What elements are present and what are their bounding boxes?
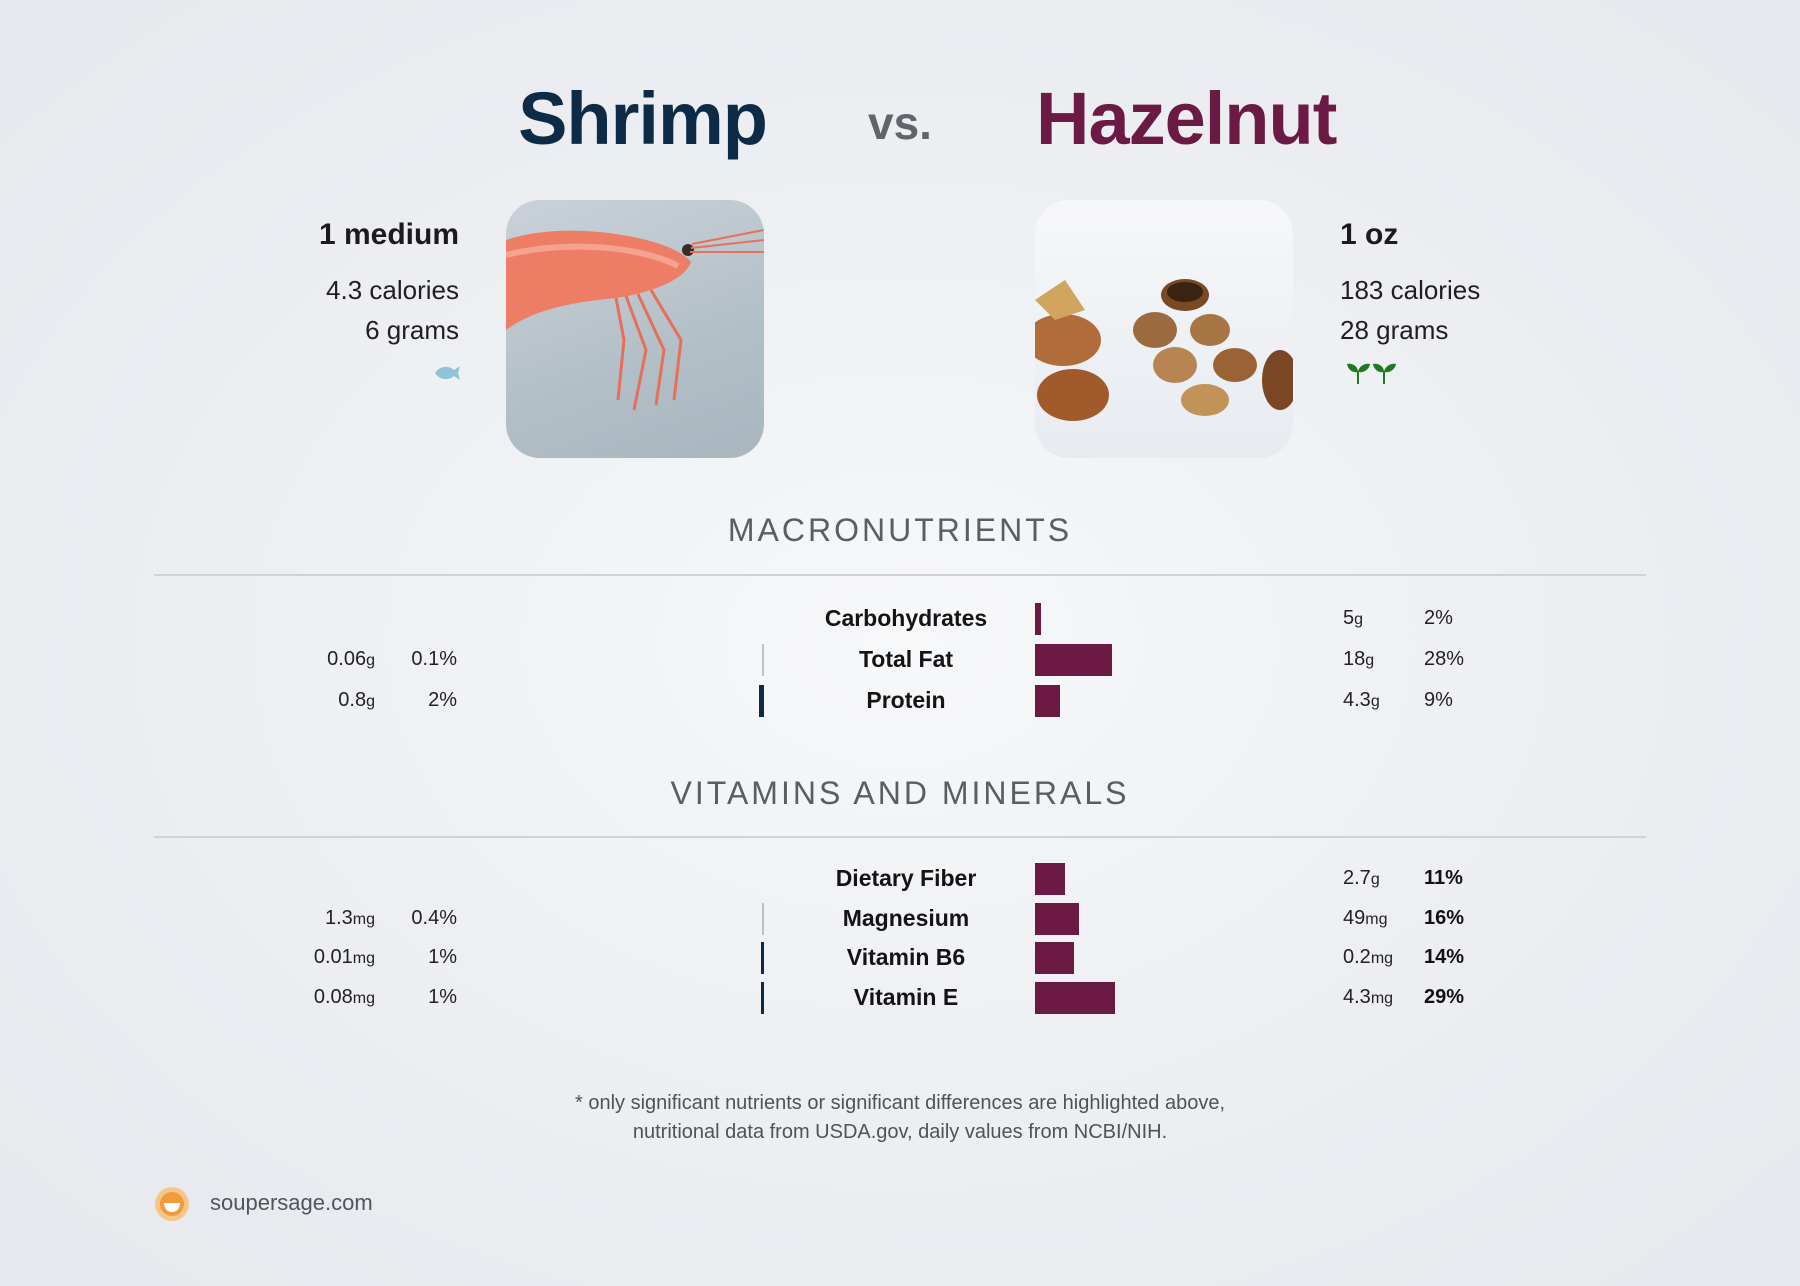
- left-amount-unit: mg: [352, 910, 375, 928]
- right-daily-value: 28%: [1424, 648, 1465, 670]
- right-calories: 183 calories: [1340, 275, 1481, 305]
- right-amount-value: 4.3: [1343, 689, 1371, 711]
- left-amount-value: 0.01: [313, 946, 353, 968]
- right-amount-value: 0.2: [1343, 946, 1371, 968]
- macronutrients-heading: MACRONUTRIENTS: [727, 512, 1073, 548]
- nutrient-label: Vitamin B6: [846, 944, 966, 970]
- right-amount-unit: mg: [1365, 910, 1388, 928]
- left-amount: 0.8g: [338, 689, 375, 712]
- vs-label: vs.: [868, 97, 932, 149]
- left-daily-value: 2%: [428, 689, 457, 711]
- left-amount-unit: g: [366, 693, 375, 710]
- right-amount: 5g: [1343, 607, 1363, 630]
- right-bar: [1035, 603, 1041, 635]
- right-bar: [1035, 942, 1074, 974]
- brand-link[interactable]: soupersage.com: [210, 1190, 373, 1215]
- left-amount: 0.06g: [327, 648, 375, 671]
- nutrient-label: Magnesium: [842, 904, 970, 931]
- right-daily-value: 11%: [1424, 867, 1463, 889]
- right-amount-unit: g: [1370, 693, 1380, 710]
- left-amount-value: 0.06: [327, 648, 367, 670]
- nutrient-label: Protein: [866, 687, 946, 713]
- right-bar: [1035, 685, 1060, 717]
- right-amount-unit: g: [1365, 652, 1375, 669]
- right-amount-unit: mg: [1370, 989, 1394, 1007]
- right-amount: 18g: [1343, 648, 1374, 671]
- right-grams: 28 grams: [1340, 315, 1449, 345]
- right-serving: 1 oz: [1340, 218, 1399, 251]
- nutrient-label: Dietary Fiber: [835, 865, 977, 891]
- sprout-icon: [1347, 363, 1396, 384]
- left-amount: 0.08mg: [314, 986, 375, 1009]
- left-daily-value: 1%: [428, 946, 457, 968]
- right-amount: 2.7g: [1343, 867, 1380, 890]
- left-daily-value: 1%: [428, 985, 457, 1008]
- shrimp-photo: [506, 200, 764, 458]
- right-bar: [1035, 981, 1115, 1014]
- left-amount: 0.01mg: [314, 946, 375, 969]
- left-bar: [762, 902, 764, 935]
- right-food-title: Hazelnut: [1036, 77, 1337, 160]
- right-amount-unit: g: [1370, 871, 1380, 888]
- right-amount-value: 5: [1343, 607, 1355, 629]
- left-amount-unit: mg: [352, 950, 375, 967]
- right-amount-value: 2.7: [1343, 867, 1371, 889]
- left-bar: [758, 685, 764, 717]
- left-amount-value: 1.3: [324, 906, 353, 929]
- left-daily-value: 0.1%: [411, 648, 457, 670]
- right-daily-value: 2%: [1424, 607, 1453, 629]
- left-amount-unit: g: [366, 652, 375, 669]
- right-daily-value: 14%: [1424, 946, 1465, 968]
- right-amount-unit: mg: [1370, 950, 1394, 967]
- right-daily-value: 29%: [1424, 985, 1465, 1008]
- left-amount-unit: mg: [352, 989, 375, 1007]
- soupersage-logo-icon: [155, 1187, 189, 1221]
- right-daily-value: 9%: [1424, 689, 1453, 711]
- right-amount: 0.2mg: [1343, 946, 1393, 969]
- footnote-line-2: nutritional data from USDA.gov, daily va…: [632, 1121, 1168, 1143]
- left-amount-value: 0.08: [313, 985, 353, 1008]
- fish-icon: [435, 366, 460, 380]
- left-bar: [761, 981, 764, 1014]
- right-amount-value: 49: [1343, 906, 1366, 929]
- right-bar: [1035, 863, 1066, 895]
- vitamins-heading: VITAMINS AND MINERALS: [670, 775, 1130, 811]
- right-daily-value: 16%: [1424, 906, 1465, 929]
- left-bar: [762, 644, 764, 676]
- footnote-line-1: * only significant nutrients or signific…: [574, 1092, 1226, 1114]
- left-serving: 1 medium: [318, 218, 459, 251]
- footnote: * only significant nutrients or signific…: [0, 1089, 1800, 1147]
- nutrient-label: Vitamin E: [853, 983, 959, 1010]
- hazelnut-photo: [1035, 200, 1293, 458]
- right-amount-value: 18: [1343, 648, 1366, 670]
- right-bar: [1035, 902, 1079, 935]
- left-amount: 1.3mg: [325, 907, 375, 930]
- left-calories: 4.3 calories: [326, 275, 459, 305]
- left-grams: 6 grams: [365, 315, 459, 345]
- left-amount-value: 0.8: [338, 689, 367, 711]
- right-amount: 4.3g: [1343, 689, 1380, 712]
- right-amount-value: 4.3: [1343, 985, 1371, 1008]
- right-amount: 49mg: [1343, 907, 1387, 930]
- left-food-title: Shrimp: [518, 77, 768, 160]
- right-amount-unit: g: [1354, 611, 1364, 628]
- macronutrients-divider: [154, 574, 1646, 576]
- left-bar: [761, 942, 764, 974]
- right-bar: [1035, 644, 1112, 676]
- vitamins-divider: [154, 836, 1646, 838]
- right-amount: 4.3mg: [1343, 986, 1393, 1009]
- nutrient-label: Carbohydrates: [824, 605, 988, 631]
- left-daily-value: 0.4%: [411, 906, 457, 929]
- nutrient-label: Total Fat: [858, 646, 954, 672]
